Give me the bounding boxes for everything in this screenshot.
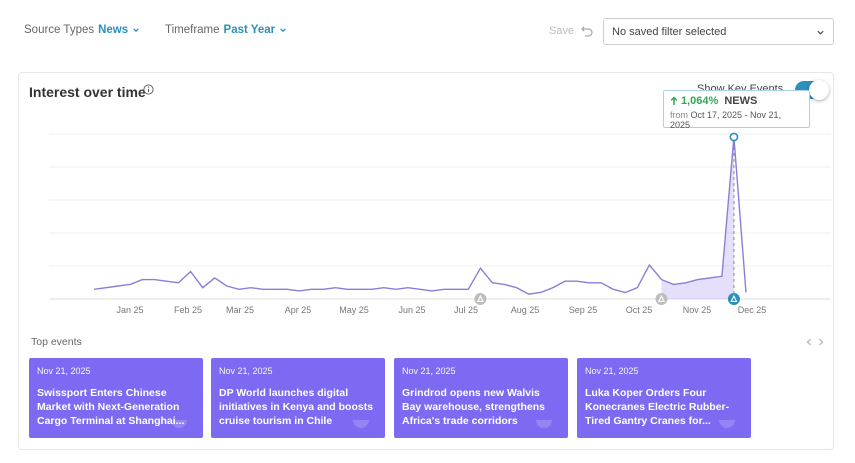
toggle-knob (809, 80, 829, 100)
source-types-filter[interactable]: Source Types News (24, 24, 140, 36)
filter-bar: Source Types News Timeframe Past Year Sa… (0, 0, 855, 62)
saved-filter-value: No saved filter selected (612, 26, 727, 38)
key-event-marker (727, 293, 740, 305)
info-icon[interactable] (143, 84, 154, 95)
event-card-4[interactable]: Nov 21, 2025 Luka Koper Orders Four Kone… (577, 358, 751, 438)
chart-tooltip: 1,064% NEWS from Oct 17, 2025 - Nov 21, … (663, 90, 810, 130)
key-event-icon (476, 294, 484, 302)
source-types-value: News (98, 24, 129, 36)
x-tick-label: Aug 25 (511, 305, 540, 315)
event-date: Nov 21, 2025 (585, 366, 639, 376)
tooltip-range: Oct 17, 2025 - Nov 21, 2025 (670, 110, 782, 130)
event-bubble (171, 420, 187, 428)
top-events-label: Top events (31, 336, 82, 348)
event-card-3[interactable]: Nov 21, 2025 Grindrod opens new Walvis B… (394, 358, 568, 438)
arrow-up-icon (670, 96, 678, 105)
x-tick-label: Oct 25 (626, 305, 653, 315)
event-title: Luka Koper Orders Four Konecranes Electr… (585, 387, 730, 427)
tooltip-series-name: NEWS (724, 95, 758, 107)
timeframe-label: Timeframe (165, 24, 220, 36)
highlight-area (661, 137, 734, 299)
x-tick-label: Jun 25 (398, 305, 425, 315)
card-title: Interest over time (29, 84, 146, 100)
interest-chart: Jan 25 Feb 25 Mar 25 Apr 25 May 25 Jun 25 Jul … (49, 132, 831, 315)
peak-point (729, 132, 739, 142)
x-tick-label: Feb 25 (174, 305, 202, 315)
key-event-icon (658, 294, 665, 302)
event-card-1[interactable]: Nov 21, 2025 Swissport Enters Chinese Ma… (29, 358, 203, 438)
event-title: Swissport Enters Chinese Market with Nex… (37, 387, 185, 427)
timeframe-value: Past Year (223, 24, 276, 36)
event-card-2[interactable]: Nov 21, 2025 DP World launches digital i… (211, 358, 385, 438)
x-tick-label: Jan 25 (116, 305, 143, 315)
event-date: Nov 21, 2025 (402, 366, 456, 376)
undo-icon[interactable] (580, 24, 594, 38)
source-types-label: Source Types (24, 24, 95, 36)
event-bubble (536, 420, 552, 428)
event-bubble (719, 420, 735, 428)
chevron-down-icon (133, 28, 140, 33)
chevron-left-icon[interactable] (804, 337, 814, 347)
timeframe-filter[interactable]: Timeframe Past Year (165, 24, 287, 36)
save-button[interactable]: Save (549, 25, 575, 37)
event-date: Nov 21, 2025 (37, 366, 91, 376)
key-event-icon (730, 294, 738, 302)
tooltip-percent: 1,064% (681, 95, 719, 107)
event-date: Nov 21, 2025 (219, 366, 273, 376)
key-event-marker (474, 293, 487, 305)
event-title: DP World launches digital initiatives in… (219, 387, 374, 427)
chevron-right-icon[interactable] (816, 337, 826, 347)
event-title: Grindrod opens new Walvis Bay warehouse,… (402, 387, 545, 427)
x-tick-label: Sep 25 (569, 305, 598, 315)
x-tick-label: Apr 25 (285, 305, 312, 315)
chevron-down-icon (280, 28, 286, 33)
chevron-down-icon (817, 30, 824, 35)
event-bubble (353, 420, 369, 428)
x-tick-label: Dec 25 (738, 305, 767, 315)
tooltip-from-label: from (670, 110, 688, 120)
x-tick-label: Jul 25 (454, 305, 478, 315)
x-tick-label: May 25 (339, 305, 369, 315)
key-event-marker (655, 293, 668, 305)
x-tick-label: Nov 25 (683, 305, 712, 315)
x-tick-label: Mar 25 (226, 305, 254, 315)
series-line (93, 136, 747, 295)
saved-filter-select[interactable]: No saved filter selected (603, 18, 834, 45)
interest-card: Interest over time Show Key Events Jan 2… (18, 72, 834, 450)
